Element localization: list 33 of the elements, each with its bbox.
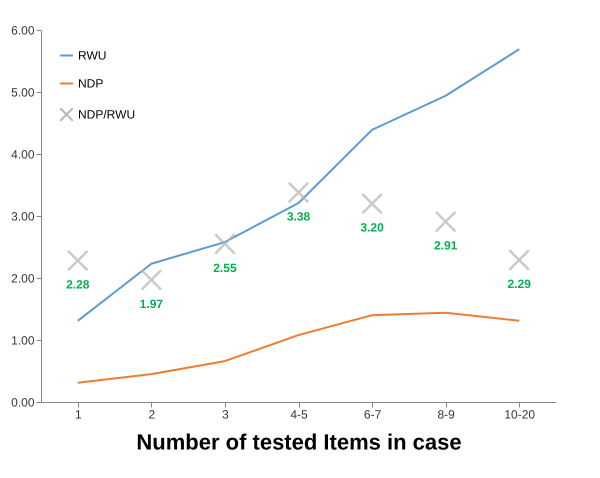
x-tick-label: 10-20 xyxy=(504,408,536,422)
data-label: 3.38 xyxy=(286,209,310,224)
y-tick-label: 4.00 xyxy=(11,148,35,162)
data-label: 2.55 xyxy=(213,260,237,275)
point xyxy=(140,268,162,291)
y-tick-label: 0.00 xyxy=(11,396,35,410)
data-label: 3.20 xyxy=(360,220,384,235)
data-label: 2.29 xyxy=(508,277,532,292)
y-tick-label: 2.00 xyxy=(11,272,35,286)
point xyxy=(361,192,384,215)
data-label: 2.91 xyxy=(434,238,458,253)
data-label: 2.28 xyxy=(66,278,90,292)
data-label: 1.97 xyxy=(140,296,164,311)
x-axis-title: Number of tested Items in case xyxy=(136,430,462,454)
x-tick-label: 2 xyxy=(148,408,156,422)
y-tick-label: 1.00 xyxy=(11,334,35,348)
point xyxy=(508,249,530,272)
point xyxy=(288,181,310,204)
y-tick-label: 6.00 xyxy=(11,24,35,38)
line-series xyxy=(76,312,520,384)
y-tick-label: 5.00 xyxy=(11,86,35,100)
point xyxy=(434,210,457,233)
point xyxy=(66,250,89,272)
x-tick-label: 8-9 xyxy=(437,408,456,422)
legend-label: NDP/RWU xyxy=(78,108,136,122)
legend-label: RWU xyxy=(78,48,106,62)
x-tick-label: 1 xyxy=(74,408,82,422)
x-tick-label: 3 xyxy=(222,408,230,422)
y-tick-label: 3.00 xyxy=(11,210,35,224)
x-tick-label: 4-5 xyxy=(290,408,308,422)
x-tick-label: 6-7 xyxy=(364,408,382,422)
point xyxy=(214,232,236,255)
legend-label: NDP xyxy=(78,76,104,90)
